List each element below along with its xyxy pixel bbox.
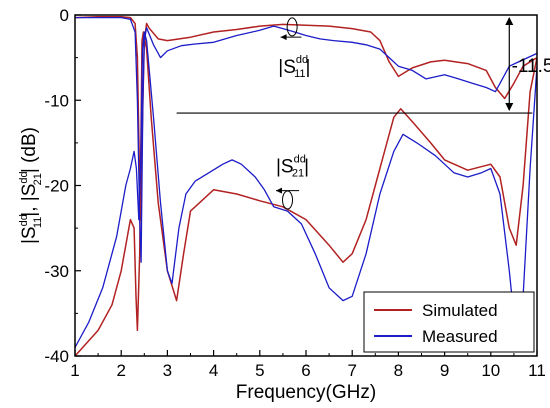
arrow-head-down (505, 103, 514, 112)
level-label: -11.5dB (512, 56, 550, 77)
y-tick-label: -20 (44, 177, 69, 196)
y-tick-label: 0 (60, 6, 69, 25)
x-axis-label: Frequency(GHz) (236, 382, 376, 403)
measured-curve-2 (75, 31, 537, 348)
y-tick-label: -40 (44, 347, 69, 366)
x-tick-label: 4 (209, 361, 218, 380)
simulated-curve-1 (75, 15, 537, 221)
ellipse-marker (286, 17, 298, 37)
legend-box (363, 291, 535, 353)
arrow-head (275, 187, 282, 194)
s21-label: |Sdd 21| (276, 154, 309, 180)
x-tick-label: 10 (481, 361, 500, 380)
y-tick-label: -30 (44, 262, 69, 281)
s11-label: |Sdd 11| (278, 54, 310, 80)
ellipse-marker (282, 190, 294, 210)
x-tick-label: 5 (255, 361, 264, 380)
ticks-layer: 1 2 3 4 5 6 7 8 9 10 11 0 -10 -20 -30 -40 (44, 6, 545, 380)
x-tick-label: 1 (70, 361, 79, 380)
x-tick-label: 7 (347, 361, 356, 380)
simulated-curve-2 (75, 31, 537, 356)
x-tick-label: 11 (528, 361, 546, 380)
x-tick-label: 2 (116, 361, 125, 380)
arrow-head-up (505, 17, 514, 25)
x-tick-label: 3 (163, 361, 172, 380)
x-tick-label: 8 (394, 361, 403, 380)
x-tick-label: 9 (440, 361, 449, 380)
legend-entry: Measured (422, 327, 498, 346)
legend-entry: Simulated (422, 301, 498, 320)
y-tick-label: -10 (44, 91, 69, 110)
legend: Simulated Measured (363, 291, 535, 353)
arrow-head (280, 34, 287, 41)
x-tick-label: 6 (301, 361, 310, 380)
y-axis-label: |Sdd 11|, |Sdd 21| (dB) (18, 127, 44, 244)
